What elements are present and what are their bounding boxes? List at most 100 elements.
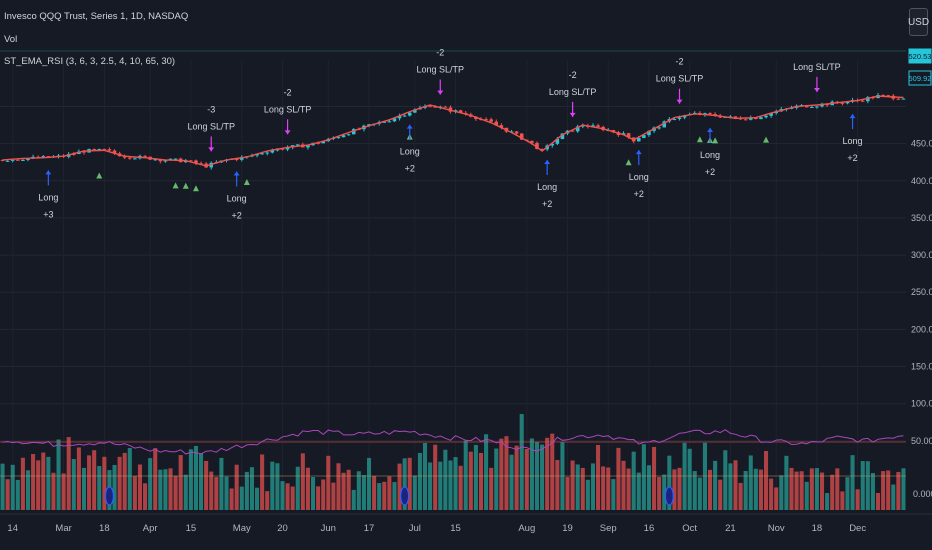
volume-bar (774, 487, 779, 510)
volume-bar (15, 479, 20, 510)
volume-bar (412, 475, 417, 510)
price-badge (908, 70, 932, 86)
volume-indicator-label[interactable]: Vol (4, 34, 18, 45)
candle (143, 155, 147, 157)
volume-bar (397, 463, 402, 510)
volume-bar (616, 447, 621, 510)
entry-arrow-head (544, 159, 551, 164)
volume-bar (545, 437, 550, 510)
volume-bar (896, 471, 901, 510)
candle (662, 121, 667, 128)
entry-label: +2 (405, 164, 415, 174)
x-tick-label: 15 (450, 523, 461, 534)
volume-bar (143, 483, 148, 510)
x-tick-label: 18 (812, 523, 823, 534)
exit-label: Long SL/TP (264, 104, 312, 114)
x-tick-label: 21 (725, 523, 736, 534)
candle (402, 115, 407, 117)
volume-bar (860, 461, 865, 510)
entry-label: +2 (847, 153, 857, 163)
symbol-title: Invesco QQQ Trust, Series 1, 1D, NASDAQ (4, 11, 189, 22)
x-tick-label: Aug (518, 523, 535, 534)
y-tick-label: 250.00 (911, 287, 932, 297)
volume-bar (718, 479, 723, 510)
candle (97, 148, 102, 150)
candle (535, 142, 539, 150)
candle (367, 124, 371, 126)
volume-bar (819, 472, 825, 510)
volume-bar (112, 465, 117, 510)
volume-bar (748, 455, 753, 510)
volume-bar (631, 451, 636, 510)
exit-arrow-head (813, 87, 820, 92)
volume-bar (901, 468, 906, 510)
candle (530, 140, 534, 143)
volume-bar (463, 440, 468, 510)
volume-bar (850, 455, 855, 510)
candle (173, 158, 178, 160)
ema-line (2, 95, 904, 167)
buy-triangle (243, 178, 250, 185)
volume-bar (830, 474, 835, 510)
volume-bar (137, 464, 143, 510)
volume-bar (646, 465, 651, 510)
volume-bar (682, 442, 687, 510)
volume-bar (239, 486, 244, 510)
candle (733, 116, 738, 119)
currency-button[interactable]: USD (908, 8, 929, 36)
volume-bar (377, 483, 382, 510)
volume-bar (209, 471, 214, 510)
volume-bar (743, 470, 748, 510)
candle (122, 156, 127, 158)
candle (21, 159, 25, 161)
candle (102, 148, 107, 150)
volume-bar (794, 471, 799, 510)
volume-bar (606, 467, 611, 510)
volume-bar (478, 452, 484, 510)
event-circle (400, 486, 410, 506)
volume-bar (387, 476, 392, 510)
candle (484, 119, 488, 121)
y-tick-label: 400.00 (911, 176, 932, 186)
volume-bar (580, 467, 585, 510)
volume-bar (382, 481, 387, 510)
volume-bar (285, 483, 290, 510)
candle (860, 100, 865, 102)
volume-bar (484, 434, 489, 510)
volume-bar (229, 488, 234, 510)
volume-bar (499, 438, 504, 510)
candle (647, 130, 651, 136)
candle (840, 102, 845, 104)
candle (743, 119, 748, 121)
volume-bar (468, 451, 473, 510)
candle (153, 159, 158, 161)
volume-bar (504, 436, 509, 510)
volume-bar (255, 487, 260, 510)
candle (234, 158, 239, 160)
volume-bar (657, 477, 662, 510)
volume-bar (865, 461, 870, 510)
volume-bar (224, 476, 229, 510)
exit-arrow-head (208, 147, 215, 152)
entry-label: Long (227, 193, 247, 203)
volume-bar (565, 477, 570, 510)
volume-bar (886, 470, 891, 510)
candle (560, 133, 565, 140)
volume-bar (310, 477, 316, 510)
x-tick-label: 17 (364, 523, 375, 534)
candle (428, 106, 432, 108)
entry-label: +2 (705, 167, 715, 177)
candle (815, 106, 819, 108)
strategy-indicator-label[interactable]: ST_EMA_RSI (3, 6, 3, 2.5, 4, 10, 65, 30) (4, 56, 176, 67)
volume-bar (733, 460, 738, 510)
volume-bar (835, 468, 840, 510)
entry-label: +2 (232, 210, 242, 220)
volume-bar (473, 444, 478, 510)
exit-label: -2 (675, 57, 683, 67)
volume-bar (132, 476, 137, 510)
exit-arrow-head (569, 112, 576, 117)
volume-bar (31, 454, 36, 510)
volume-bar (407, 457, 412, 510)
volume-bar (244, 471, 249, 510)
